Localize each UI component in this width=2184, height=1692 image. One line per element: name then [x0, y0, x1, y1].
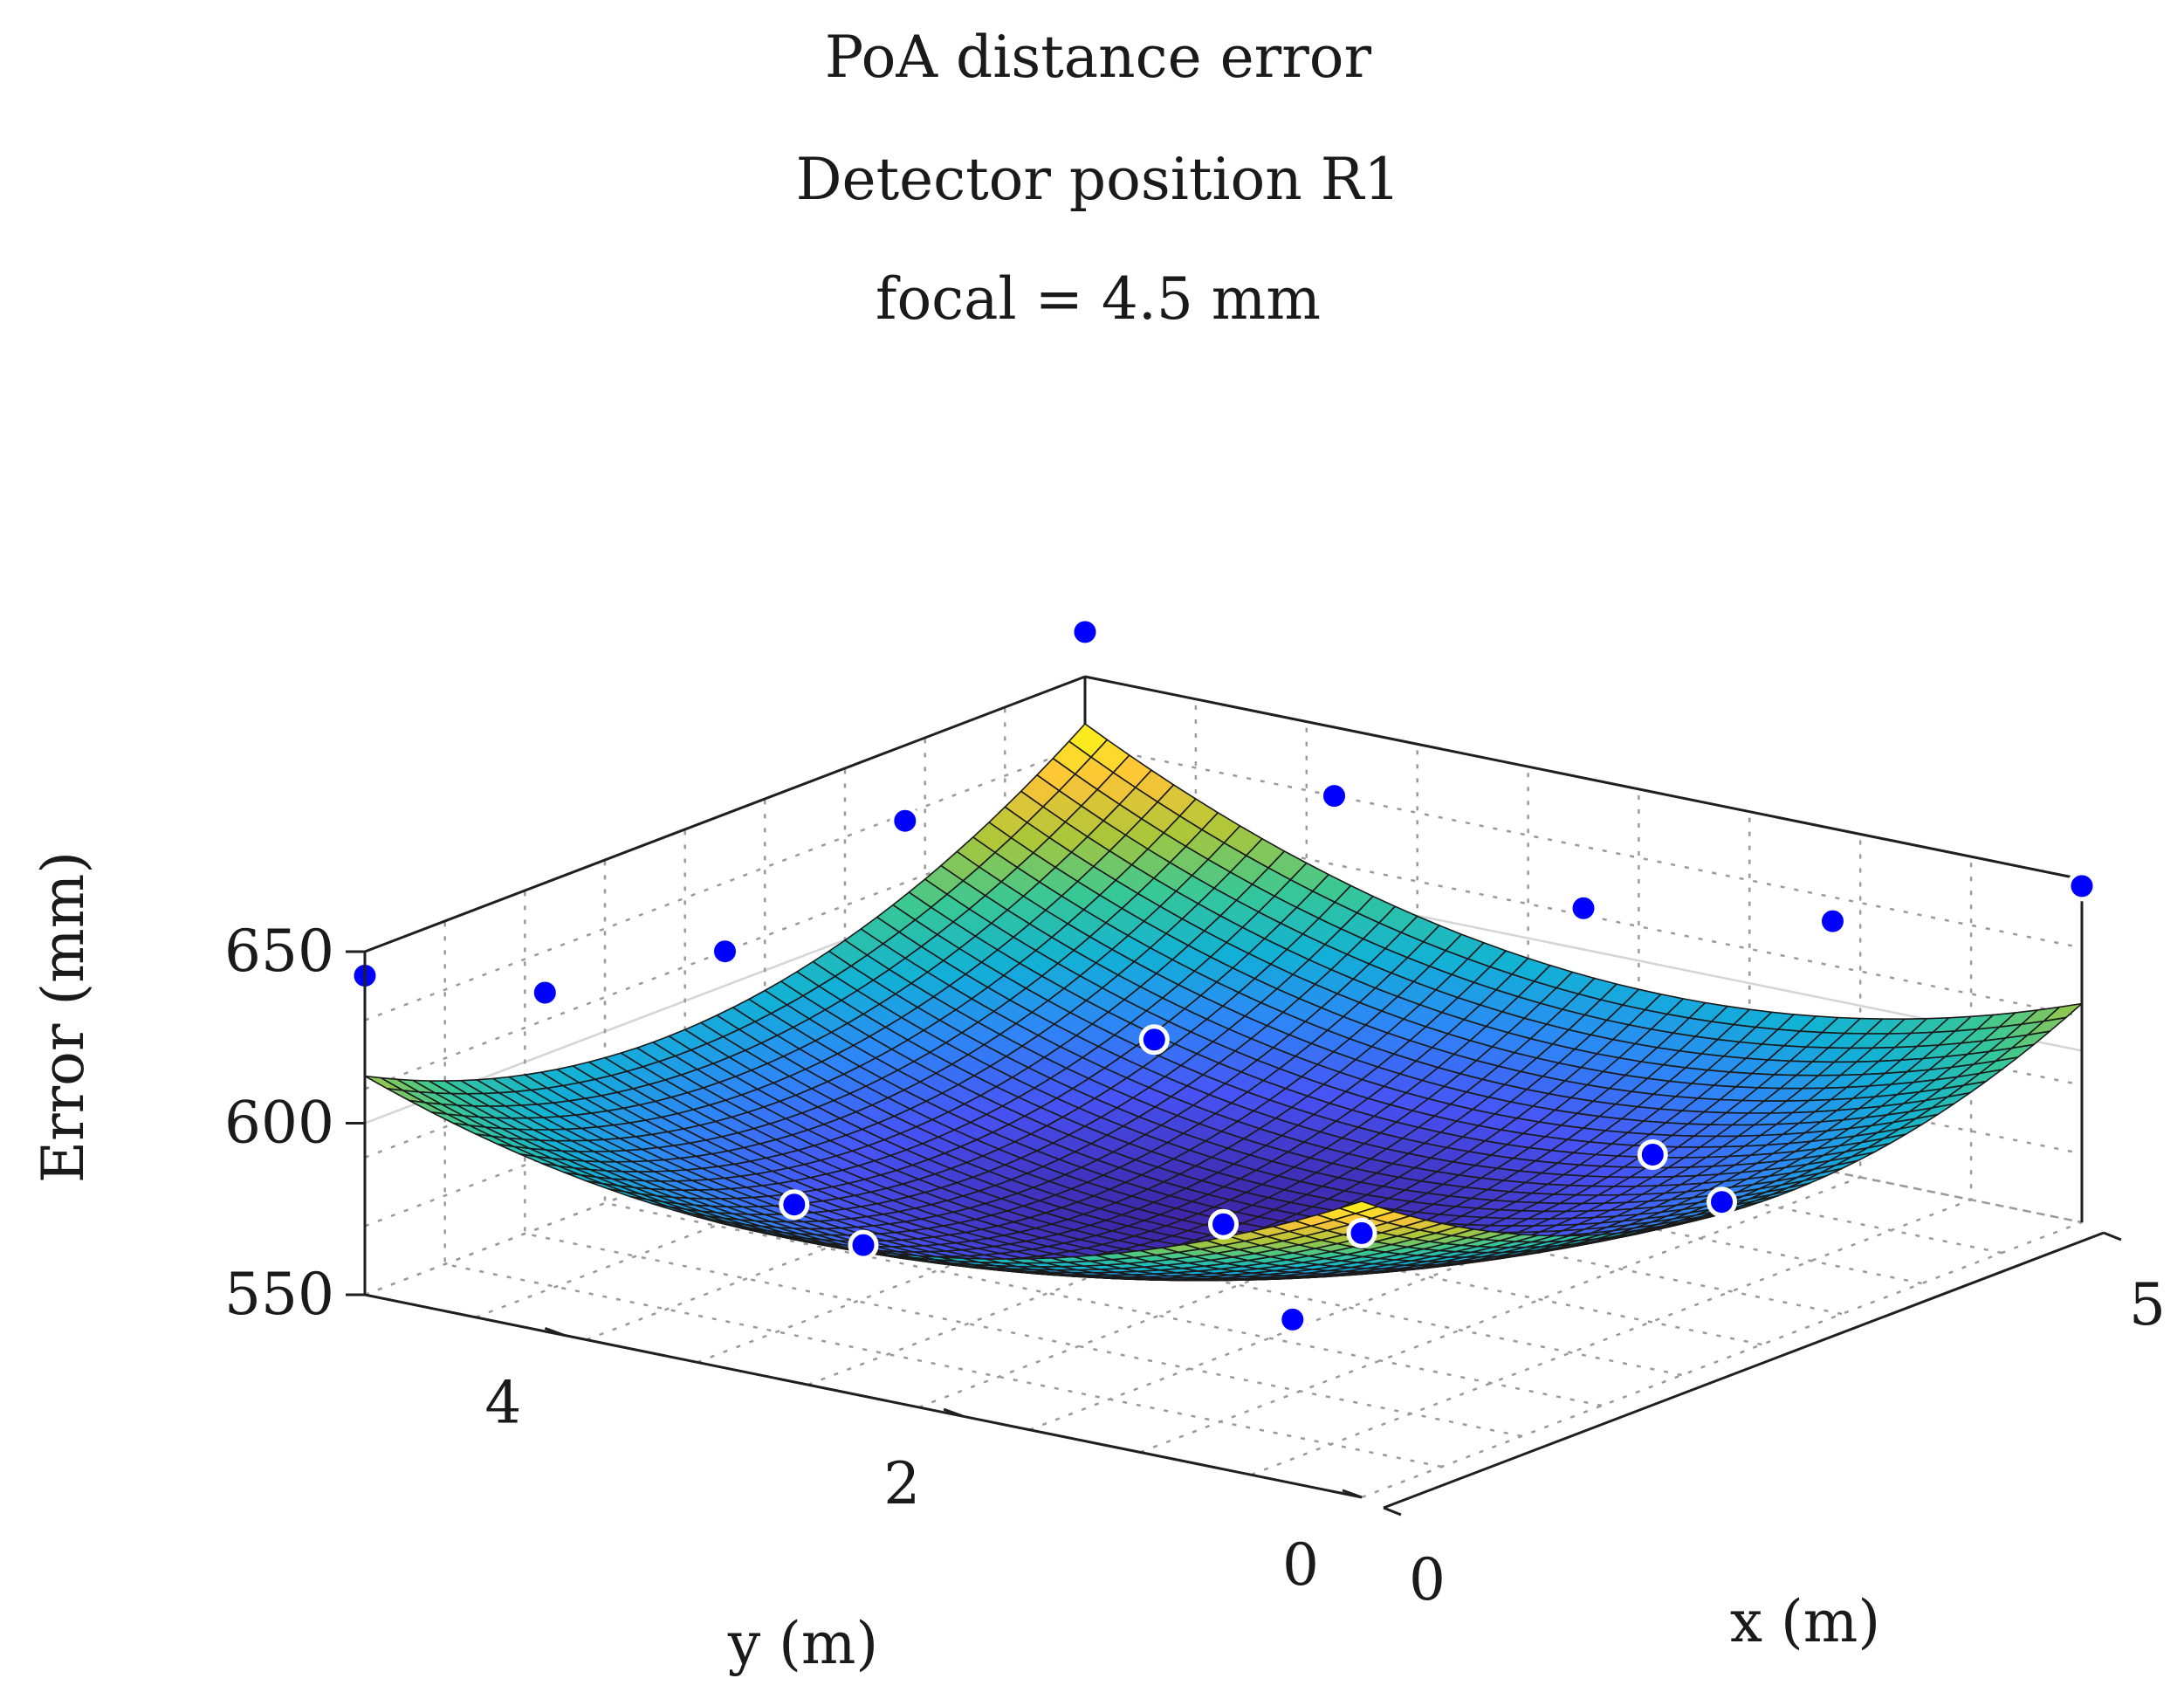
measured-point [1817, 905, 1848, 937]
x-tick-label: 5 [2129, 1271, 2166, 1338]
measured-point [1138, 1024, 1170, 1056]
title-line-3: focal = 4.5 mm [876, 265, 1321, 333]
y-tick-label: 0 [1282, 1531, 1319, 1599]
grid-line-x [683, 829, 1682, 1377]
measured-point [2066, 870, 2098, 902]
y-tick-mark [943, 1407, 964, 1418]
grid-line-y [1139, 834, 1862, 1454]
measured-point [1637, 1139, 1668, 1170]
grid-line-x [764, 799, 1762, 1346]
measured-point [1069, 616, 1101, 648]
axes-box-edge [1084, 675, 2083, 881]
surface-patch [1338, 1200, 1379, 1214]
axes-box-edge [364, 675, 1086, 953]
z-tick-label: 600 [224, 1090, 334, 1157]
axes-front-lines [346, 950, 2122, 1517]
measured-point [779, 1189, 810, 1221]
measured-point [710, 936, 740, 967]
title-line-2: Detector position R1 [796, 146, 1401, 213]
y-tick-mark [544, 1326, 565, 1337]
x-axis-label: x (m) [1730, 1588, 1880, 1655]
measured-point [848, 1229, 879, 1261]
y-tick-label: 2 [883, 1450, 920, 1517]
measured-point [1208, 1208, 1239, 1240]
measured-point [1346, 1217, 1377, 1248]
z-tick-label: 550 [224, 1261, 334, 1328]
chart-title: PoA distance error Detector position R1 … [796, 24, 1401, 333]
x-tick-mark [1383, 1506, 1402, 1517]
x-axis-line [1383, 1231, 2105, 1510]
y-axis-line [364, 1293, 1363, 1499]
measured-point [1319, 781, 1350, 812]
error-surface [364, 723, 2083, 1282]
x-tick-label: 0 [1409, 1546, 1446, 1613]
y-axis-label: y (m) [727, 1610, 878, 1677]
measured-point [1568, 892, 1599, 924]
tick-labels: 550 600 650 0 2 4 0 5 [224, 918, 2166, 1613]
x-tick-mark [2103, 1231, 2122, 1241]
measured-point [529, 977, 560, 1008]
z-tick-label: 650 [224, 918, 334, 985]
y-tick-mark [1342, 1489, 1363, 1499]
grid-line-y [1250, 856, 1973, 1476]
measured-point [889, 805, 921, 836]
measured-point [1277, 1303, 1308, 1335]
measured-point [1707, 1186, 1737, 1218]
axis-labels: Error (mm) y (m) x (m) [30, 851, 1880, 1677]
y-tick-label: 4 [484, 1369, 521, 1436]
z-axis-label: Error (mm) [30, 851, 97, 1183]
title-line-1: PoA distance error [825, 24, 1372, 91]
grid-line-x [603, 860, 1603, 1407]
